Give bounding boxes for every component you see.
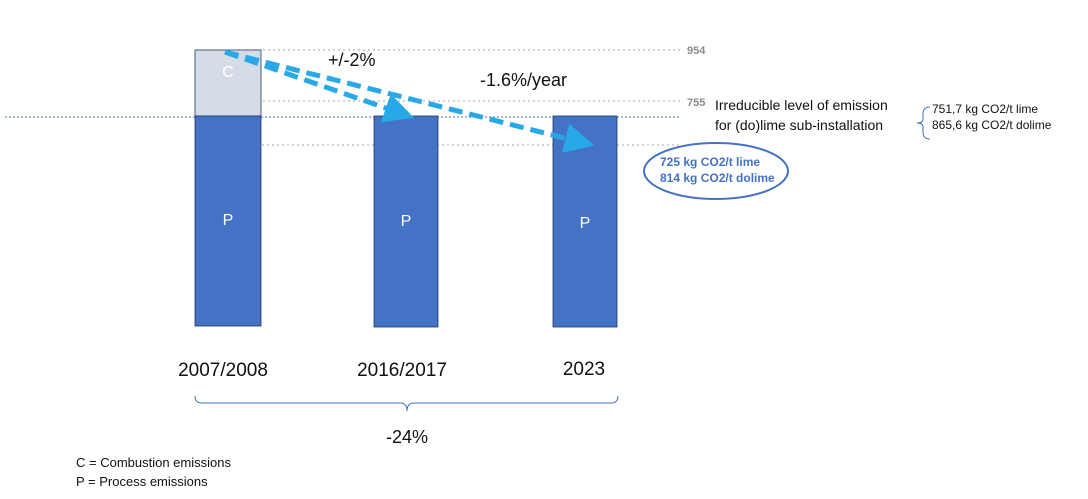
category-label-2016: 2016/2017: [357, 360, 447, 381]
legend-combustion: C = Combustion emissions: [76, 455, 231, 470]
rate-label: -1.6%/year: [480, 70, 567, 90]
category-label-2023: 2023: [563, 359, 605, 380]
bar-2016-process-label: P: [401, 213, 412, 230]
irreducible-line2: for (do)lime sub-installation: [715, 117, 883, 133]
irreducible-value-lime: 751,7 kg CO2/t lime: [932, 102, 1038, 116]
trend-arrow-to-2016: [224, 49, 415, 123]
change-first-label: +/-2%: [328, 50, 376, 70]
total-change-label: -24%: [386, 427, 428, 447]
target-dolime: 814 kg CO2/t dolime: [660, 171, 775, 185]
target-lime: 725 kg CO2/t lime: [660, 155, 760, 169]
reference-label-954: 954: [687, 45, 706, 57]
reference-label-755: 755: [687, 97, 705, 109]
bar-2007-combustion-label: C: [222, 64, 234, 81]
target-ellipse: [643, 142, 789, 200]
total-change-brace: [194, 395, 619, 412]
bar-2016-process: [373, 115, 439, 328]
legend-process: P = Process emissions: [76, 474, 208, 489]
category-label-2007: 2007/2008: [178, 360, 268, 381]
trend-arrow-to-2023: [224, 49, 595, 153]
bar-2007-process-label: P: [223, 212, 234, 229]
bar-2023-process-label: P: [580, 215, 591, 232]
irreducible-value-dolime: 865,6 kg CO2/t dolime: [932, 118, 1052, 132]
irreducible-line1: Irreducible level of emission: [715, 97, 888, 113]
irreducible-brace: [916, 106, 931, 140]
bar-2007-process: [194, 115, 262, 327]
